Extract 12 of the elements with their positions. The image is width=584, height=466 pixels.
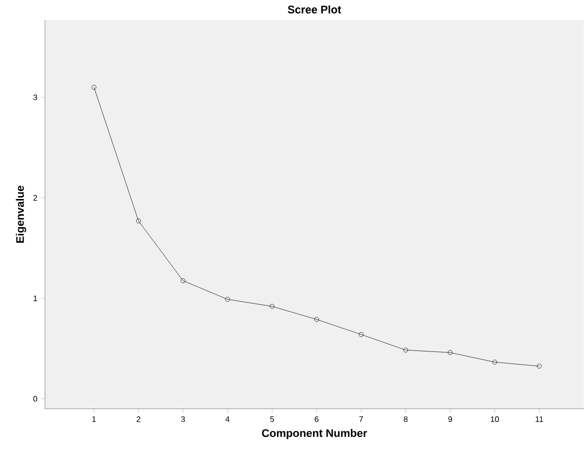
point [403, 348, 408, 353]
point [492, 360, 498, 365]
x-axis-title: Component Number [262, 428, 368, 440]
chart-title: Scree Plot [288, 5, 342, 14]
point [270, 304, 274, 309]
point [225, 297, 230, 302]
point [448, 350, 453, 356]
point [358, 332, 364, 337]
point [314, 317, 320, 322]
point [180, 278, 186, 284]
y-axis-title: Eigenvalue [16, 186, 26, 243]
point [136, 218, 141, 224]
